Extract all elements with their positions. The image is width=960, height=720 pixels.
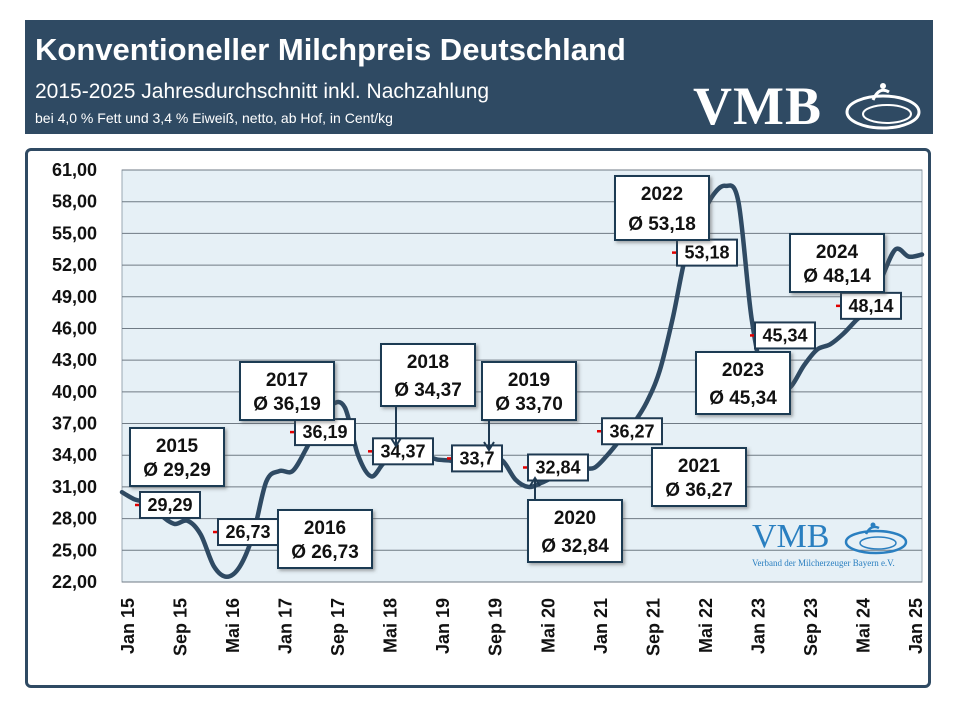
year-callout-box	[481, 361, 577, 421]
year-callout-box	[695, 351, 791, 415]
year-callout-year: 2017	[266, 370, 308, 391]
y-tick-label: 22,00	[52, 572, 97, 592]
x-tick-label: Sep 23	[801, 598, 821, 656]
average-value-label: 36,27	[609, 421, 654, 441]
x-tick-label: Mai 24	[853, 598, 873, 653]
year-callout-year: 2019	[508, 370, 550, 391]
chart-note: bei 4,0 % Fett und 3,4 % Eiweiß, netto, …	[35, 110, 393, 126]
x-tick-label: Mai 18	[381, 598, 401, 653]
year-callout-year: 2021	[678, 456, 721, 477]
chart-header: Konventioneller Milchpreis Deutschland 2…	[25, 20, 933, 134]
average-value-box	[139, 490, 201, 519]
average-value-label: 33,7	[459, 448, 494, 468]
year-callout-average: Ø 36,19	[253, 394, 321, 415]
y-tick-label: 37,00	[52, 414, 97, 434]
year-callout-average: Ø 33,70	[495, 394, 563, 415]
average-value-box	[840, 291, 902, 320]
average-value-box	[754, 321, 816, 350]
average-value-box	[601, 417, 663, 446]
average-value-box	[217, 518, 279, 547]
arrowhead-icon	[483, 441, 495, 452]
average-value-box	[294, 418, 356, 447]
x-tick-label: Jan 23	[748, 598, 768, 654]
year-callout-year: 2016	[304, 518, 346, 539]
year-callout-year: 2018	[407, 352, 449, 373]
year-callout-average: Ø 45,34	[709, 388, 777, 409]
year-callout-box	[651, 447, 747, 507]
average-value-box	[372, 437, 434, 466]
x-tick-label: Jan 21	[591, 598, 611, 654]
x-tick-label: Jan 25	[906, 598, 926, 654]
year-callout-year: 2023	[722, 360, 764, 381]
y-tick-label: 25,00	[52, 540, 97, 560]
year-callout-box	[789, 233, 885, 293]
year-callout-average: Ø 32,84	[541, 536, 609, 557]
year-callout-box	[129, 427, 225, 487]
vmb-logo-bottom-text: VMB	[752, 518, 830, 555]
year-callout-average: Ø 48,14	[803, 266, 871, 287]
average-value-label: 53,18	[684, 243, 729, 263]
x-tick-label: Sep 17	[328, 598, 348, 656]
y-tick-label: 58,00	[52, 192, 97, 212]
average-value-label: 34,37	[380, 441, 425, 461]
x-tick-label: Mai 22	[696, 598, 716, 653]
chart-title: Konventioneller Milchpreis Deutschland	[35, 32, 626, 67]
year-callout-year: 2020	[554, 508, 596, 529]
x-tick-label: Mai 20	[538, 598, 558, 653]
y-tick-label: 52,00	[52, 255, 97, 275]
average-value-label: 36,19	[302, 422, 347, 442]
year-callout-box	[239, 361, 335, 421]
year-callout-box	[527, 499, 623, 563]
average-value-box	[527, 453, 589, 482]
vmb-logo-bottom-subtitle: Verband der Milcherzeuger Bayern e.V.	[752, 558, 895, 568]
x-tick-label: Mai 16	[223, 598, 243, 653]
y-tick-label: 40,00	[52, 382, 97, 402]
year-callout-box	[380, 343, 476, 407]
year-callouts: 29,29 26,73 36,19 34,37 33,7 32,84 36,27 53,18 4…	[129, 175, 902, 569]
x-tick-label: Jan 17	[276, 598, 296, 654]
vmb-logo: VMB	[693, 78, 928, 134]
vmb-logo-swoosh-icon	[845, 83, 921, 130]
y-tick-label: 55,00	[52, 223, 97, 243]
x-tick-label: Sep 19	[486, 598, 506, 656]
y-tick-label: 46,00	[52, 318, 97, 338]
year-callout-box	[614, 175, 710, 241]
y-tick-label: 49,00	[52, 287, 97, 307]
vmb-logo-text: VMB	[693, 76, 822, 136]
average-value-label: 48,14	[848, 296, 893, 316]
x-tick-label: Sep 15	[171, 598, 191, 656]
year-callout-year: 2022	[641, 184, 683, 205]
average-value-label: 26,73	[225, 522, 270, 542]
x-tick-label: Jan 19	[433, 598, 453, 654]
year-callout-average: Ø 34,37	[394, 380, 462, 401]
average-value-label: 45,34	[762, 325, 807, 345]
average-value-box	[676, 238, 738, 267]
arrowhead-icon	[529, 476, 541, 487]
y-tick-label: 31,00	[52, 477, 97, 497]
arrowhead-icon	[390, 437, 402, 448]
x-tick-label: Sep 21	[643, 598, 663, 656]
y-tick-label: 28,00	[52, 509, 97, 529]
chart-subtitle: 2015-2025 Jahresdurchschnitt inkl. Nachz…	[35, 80, 490, 103]
year-callout-year: 2024	[816, 242, 859, 263]
vmb-logo-bottom: VMB Verband der Milcherzeuger Bayern e.V…	[750, 518, 920, 576]
year-callout-average: Ø 53,18	[628, 214, 696, 235]
average-value-label: 32,84	[535, 457, 580, 477]
y-tick-label: 34,00	[52, 445, 97, 465]
y-tick-label: 43,00	[52, 350, 97, 370]
year-callout-average: Ø 36,27	[665, 480, 733, 501]
x-axis: Jan 15 Sep 15 Mai 16 Jan 17 Sep 17 Mai 18 Jan …	[118, 598, 926, 656]
year-callout-year: 2015	[156, 436, 199, 457]
vmb-logo-bottom-swoosh-icon	[844, 522, 908, 555]
year-callout-average: Ø 29,29	[143, 460, 211, 481]
year-callout-box	[277, 509, 373, 569]
year-callout-average: Ø 26,73	[291, 542, 359, 563]
y-axis: 22,00 25,00 28,00 31,00 34,00 37,00 40,00 43,00…	[52, 160, 97, 592]
average-value-label: 29,29	[147, 495, 192, 515]
y-tick-label: 61,00	[52, 160, 97, 180]
average-value-box	[451, 444, 503, 473]
x-tick-label: Jan 15	[118, 598, 138, 654]
